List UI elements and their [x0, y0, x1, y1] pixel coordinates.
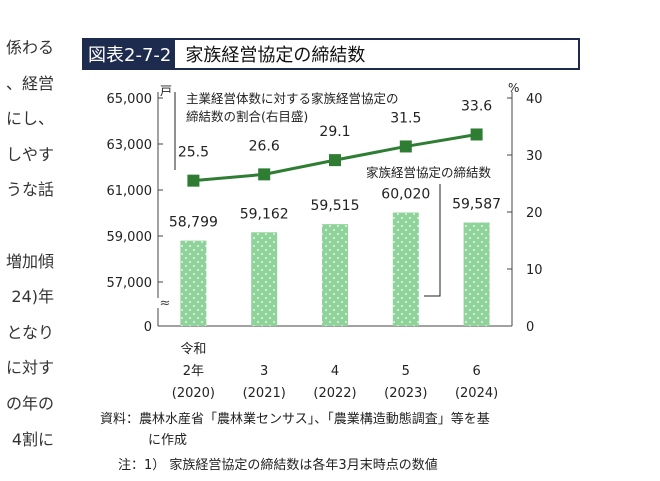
- left-tick-label: 63,000: [107, 138, 153, 153]
- x-tick-label: 6: [472, 364, 480, 379]
- line-marker: [187, 174, 200, 187]
- bar: [463, 222, 490, 326]
- background-text-line: うな話: [5, 180, 54, 200]
- left-tick-label: 0: [144, 320, 152, 335]
- bar-annotation-leader: [424, 184, 441, 297]
- x-tick-label: (2021): [243, 386, 286, 401]
- line-annotation-line2: 締結数の割合(右目盛): [186, 109, 308, 124]
- note-text: 家族経営協定の締結数は各年3月末時点の数値: [169, 458, 438, 473]
- note-label: 注：1）: [118, 458, 166, 473]
- background-text-line: しやす: [6, 144, 54, 164]
- x-tick-label: 4: [331, 364, 339, 379]
- x-tick-label: (2020): [172, 386, 215, 401]
- background-text-line: 増加傾: [5, 251, 54, 271]
- bar-value-label: 60,020: [381, 187, 430, 203]
- line-value-label: 29.1: [319, 124, 350, 140]
- bar-value-label: 59,162: [240, 206, 289, 222]
- bar-value-label: 58,799: [169, 215, 218, 231]
- background-text-line: 24)年: [11, 287, 54, 307]
- x-tick-label: (2023): [384, 386, 427, 401]
- source-row: 資料：農林水産省「農林業センサス」、「農業構造動態調査」等を基: [100, 408, 490, 427]
- source-line1: 農林水産省「農林業センサス」、「農業構造動態調査」等を基: [139, 412, 490, 427]
- left-tick-label: 59,000: [107, 230, 153, 245]
- background-text-line: にし、: [5, 109, 54, 129]
- line-value-label: 33.6: [461, 98, 492, 114]
- line-marker: [399, 140, 412, 153]
- bar: [322, 224, 348, 326]
- source-line2: に作成: [148, 433, 188, 448]
- right-tick-label: 0: [526, 320, 534, 335]
- background-text-line: の年の: [5, 393, 54, 413]
- right-tick-label: 10: [526, 263, 543, 278]
- background-text-column: 係わる、経営にし、しやすうな話 増加傾 24)年となりに対すの年の 4割に: [0, 30, 60, 457]
- note-row: 注：1） 家族経営協定の締結数は各年3月末時点の数値: [118, 454, 438, 473]
- background-text-line: 4割に: [11, 429, 54, 449]
- axis-break-symbol: ≈: [160, 296, 171, 311]
- figure-title-box: 図表2-7-2 家族経営協定の締結数: [82, 38, 580, 70]
- bar-value-label: 59,587: [452, 196, 501, 212]
- x-tick-label: (2022): [313, 386, 356, 401]
- line-annotation-line1: 主業経営体数に対する家族経営協定の: [186, 91, 399, 106]
- figure-number: 図表2-7-2: [84, 40, 176, 68]
- figure-title: 家族経営協定の締結数: [185, 45, 366, 66]
- x-tick-label: (2024): [455, 386, 498, 401]
- left-axis-unit: 戸: [160, 84, 172, 98]
- left-tick-label: 65,000: [107, 92, 153, 107]
- background-text-line: に対す: [5, 358, 54, 378]
- line-marker: [258, 168, 271, 181]
- bar: [180, 240, 207, 326]
- background-text-line: となり: [6, 322, 54, 342]
- right-tick-label: 30: [526, 149, 543, 164]
- right-tick-label: 20: [526, 206, 543, 221]
- bar-value-label: 59,515: [311, 198, 360, 214]
- background-text-line: 係わる: [5, 38, 54, 57]
- line-value-label: 26.6: [249, 138, 280, 154]
- right-tick-label: 40: [526, 92, 543, 107]
- line-marker: [329, 154, 341, 167]
- line-value-label: 25.5: [178, 145, 209, 161]
- x-tick-label: 3: [260, 364, 268, 379]
- x-tick-label: 2年: [183, 364, 204, 379]
- left-tick-label: 57,000: [107, 276, 153, 291]
- right-axis-unit: %: [508, 81, 519, 95]
- bar: [251, 232, 278, 326]
- line-marker: [470, 128, 483, 141]
- left-tick-label: 61,000: [107, 184, 153, 199]
- bar-annotation: 家族経営協定の締結数: [366, 165, 492, 180]
- background-text-line: 、経営: [5, 73, 54, 93]
- source-label: 資料：: [100, 412, 140, 427]
- x-tick-label: 令和: [180, 342, 206, 357]
- bar: [392, 212, 419, 326]
- x-tick-label: 5: [402, 364, 410, 379]
- line-value-label: 31.5: [390, 110, 421, 126]
